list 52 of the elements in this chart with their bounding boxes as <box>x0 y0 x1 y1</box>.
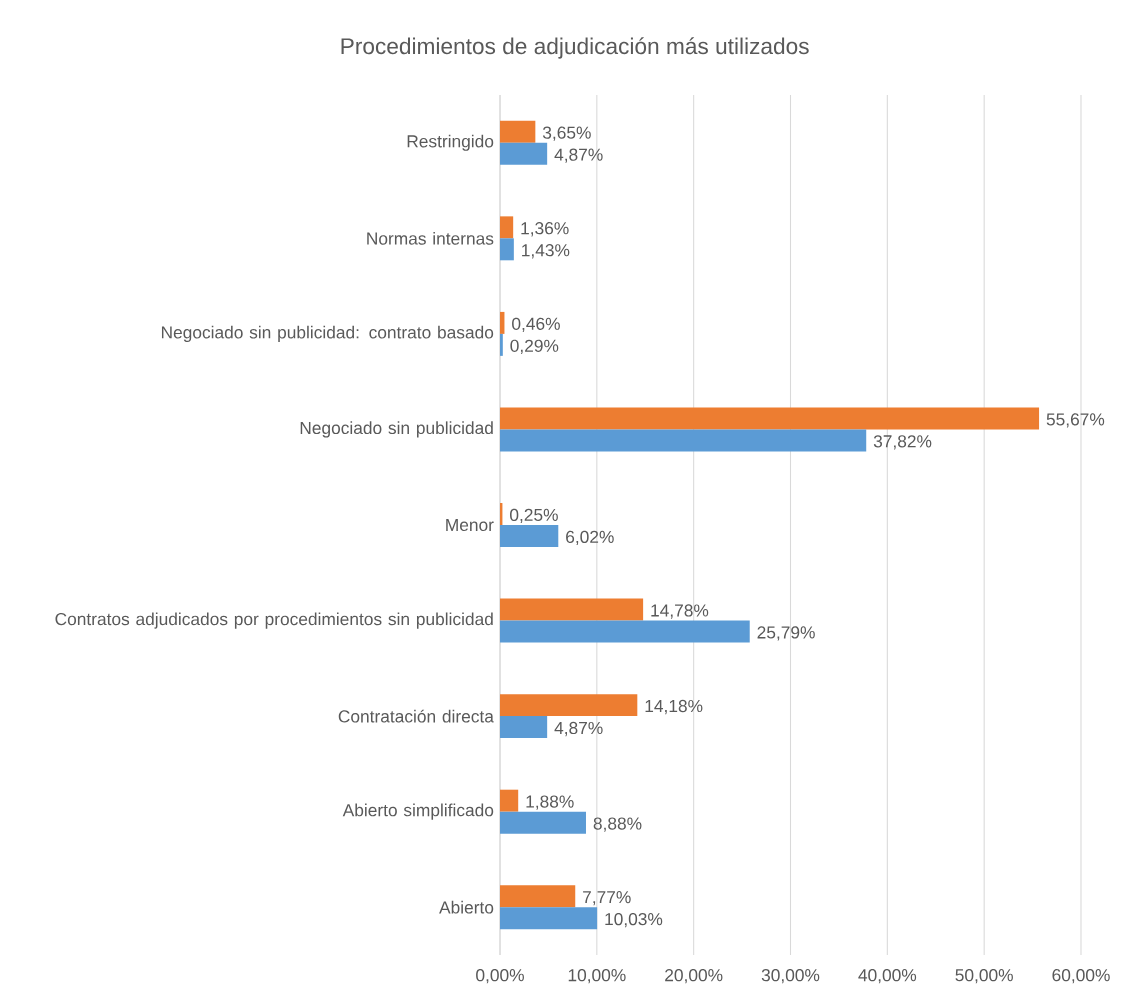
bar <box>500 311 505 334</box>
data-label: 55,67% <box>1046 413 1105 428</box>
data-label: 8,88% <box>593 817 642 832</box>
data-label: 6,02% <box>566 530 614 545</box>
data-label: 0,46% <box>512 317 560 332</box>
x-tick-label: 10,00% <box>568 968 626 984</box>
y-tick-label: Negociado sin publicidad: contrato basado <box>161 325 494 342</box>
y-tick-label: Contratación directa <box>338 709 494 723</box>
x-tick-label: 30,00% <box>761 968 820 984</box>
x-tick-label: 40,00% <box>858 968 917 984</box>
bar <box>500 333 503 356</box>
data-label: 0,25% <box>510 508 558 524</box>
x-tick-label: 0,00% <box>476 968 524 984</box>
bar <box>500 142 548 165</box>
data-label: 37,82% <box>873 435 932 450</box>
bar <box>500 238 514 261</box>
data-label: 25,79% <box>757 626 815 641</box>
bar <box>500 907 598 930</box>
bar <box>500 216 514 239</box>
bar <box>500 885 576 908</box>
x-tick-label: 50,00% <box>955 968 1013 984</box>
bar <box>500 694 638 717</box>
bar <box>500 524 559 547</box>
bar <box>500 598 644 621</box>
y-tick-label: Menor <box>446 518 494 531</box>
data-label: 1,88% <box>526 795 574 810</box>
data-label: 14,18% <box>645 699 703 715</box>
bar <box>500 811 586 834</box>
data-label: 1,36% <box>521 222 569 237</box>
y-tick-label: Abierto <box>439 900 494 914</box>
y-tick-label: Negociado sin publicidad <box>300 421 493 438</box>
data-label: 7,77% <box>583 890 631 906</box>
y-tick-label: Restringido <box>407 134 494 151</box>
data-label: 3,65% <box>542 126 591 141</box>
bar <box>500 407 1040 430</box>
bar <box>500 716 548 739</box>
y-tick-label: Normas internas <box>367 231 494 245</box>
data-label: 1,43% <box>522 244 570 259</box>
bar <box>500 120 536 143</box>
data-label: 0,29% <box>510 339 559 354</box>
bar <box>500 620 750 643</box>
x-tick-label: 20,00% <box>665 968 723 984</box>
data-label: 4,87% <box>554 721 603 737</box>
bar <box>500 429 867 452</box>
data-label: 14,78% <box>651 604 709 619</box>
y-tick-label: Abierto simplificado <box>342 803 494 820</box>
x-tick-label: 60,00% <box>1052 968 1110 984</box>
data-label: 4,87% <box>554 148 603 163</box>
chart-title: Procedimientos de adjudicación más utilizados <box>341 37 809 59</box>
data-label: 10,03% <box>605 912 663 928</box>
y-tick-label: Contratos adjudicados por procedimientos sin publicidad <box>55 612 493 629</box>
bar <box>500 789 519 812</box>
